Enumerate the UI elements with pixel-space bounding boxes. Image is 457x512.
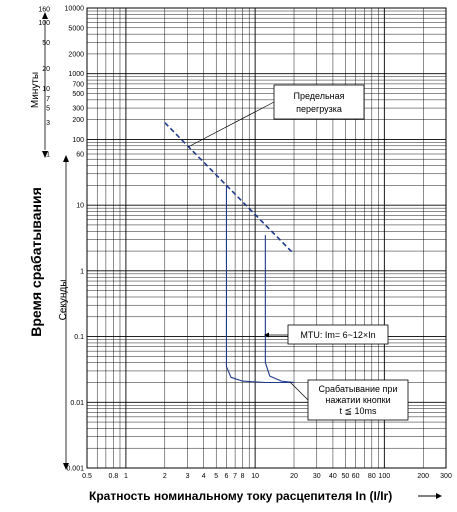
y-tick-label-minutes: 1 [46,152,50,159]
y-tick-label-minutes: 7 [46,96,50,103]
instant-label-line3: t ≦ 10ms [339,406,377,416]
y-seconds-label: Секунды [58,280,69,321]
x-tick-label: 20 [290,473,298,480]
x-tick-label: 8 [241,473,245,480]
instant-leader [289,381,309,401]
x-tick-label: 300 [440,473,452,480]
y-tick-label-minutes: 50 [42,40,50,47]
y-tick-label-seconds: 60 [76,152,84,159]
mtu-label: MTU: Im= 6~12×In [300,330,375,340]
chart-series [164,122,295,384]
y-tick-label-seconds: 2000 [68,51,84,58]
annotations: Предельная перегрузка MTU: Im= 6~12×In С… [187,84,409,421]
x-tick-label: 4 [202,473,206,480]
x-tick-label: 50 [342,473,350,480]
trip-curve-2 [264,235,295,384]
y-tick-label-seconds: 1 [80,268,84,275]
mtu-arrow [264,332,269,338]
chart-frame [86,7,447,469]
y-tick-label-seconds: 1000 [68,71,84,78]
x-tick-label: 40 [329,473,337,480]
y-tick-label-minutes: 10 [42,86,50,93]
x-tick-label: 3 [186,473,190,480]
y-axis-arrows [42,12,69,470]
y-tick-label-seconds: 0.001 [66,466,84,473]
y-tick-label-seconds: 10000 [65,6,85,13]
x-axis-title: Кратность номинальному току расцепителя … [89,489,392,503]
y-tick-label-minutes: 20 [42,66,50,73]
y-tick-label-seconds: 0.1 [74,334,84,341]
y-tick-label-seconds: 5000 [68,25,84,32]
y-axis-title: Время срабатывания [28,187,44,337]
overload-label-line2: перегрузка [296,104,342,114]
trip-curve-1 [225,185,295,384]
y-tick-label-seconds: 10 [76,203,84,210]
y-tick-label-seconds: 200 [72,117,84,124]
x-tick-label: 0.8 [109,473,119,480]
y-tick-label-seconds: 0.01 [70,400,84,407]
mtu-callout-box [287,324,389,345]
overload-label-line1: Предельная [293,91,344,101]
y-tick-label-minutes: 3 [46,120,50,127]
y-tick-label-seconds: 700 [72,81,84,88]
overload-leader [187,101,275,148]
x-tick-label: 5 [214,473,218,480]
x-tick-label: 30 [313,473,321,480]
y-tick-labels: 10000 5000 2000 1000 700 500 300 200 100 60 10 1 0.1… [38,6,84,473]
y-minutes-label: Минуты [30,72,41,108]
x-axis-arrow [418,493,442,499]
overload-limit-curve [164,122,295,255]
instant-label-line2: нажатии кнопки [325,395,390,405]
y-tick-label-minutes: 160 [38,7,50,14]
x-tick-label: 1 [124,473,128,480]
x-tick-label: 2 [163,473,167,480]
y-tick-label-minutes: 100 [38,20,50,27]
y-tick-label-seconds: 500 [72,91,84,98]
x-tick-label: 200 [417,473,429,480]
x-tick-label: 10 [251,473,259,480]
y-tick-label-seconds: 300 [72,106,84,113]
x-tick-label: 6 [225,473,229,480]
x-tick-labels: 0.5 0.8 1 2 3 4 5 6 7 8 10 20 30 40 50 60 80 100 200 300 [82,473,452,480]
x-tick-label: 7 [233,473,237,480]
x-tick-label: 80 [368,473,376,480]
y-tick-label-seconds: 100 [72,137,84,144]
x-tick-label: 100 [379,473,391,480]
plot-frame [86,7,447,469]
y-tick-label-minutes: 5 [46,106,50,113]
instant-label-line1: Срабатывание при [319,384,398,394]
x-tick-label: 60 [352,473,360,480]
x-tick-label: 0.5 [82,473,92,480]
